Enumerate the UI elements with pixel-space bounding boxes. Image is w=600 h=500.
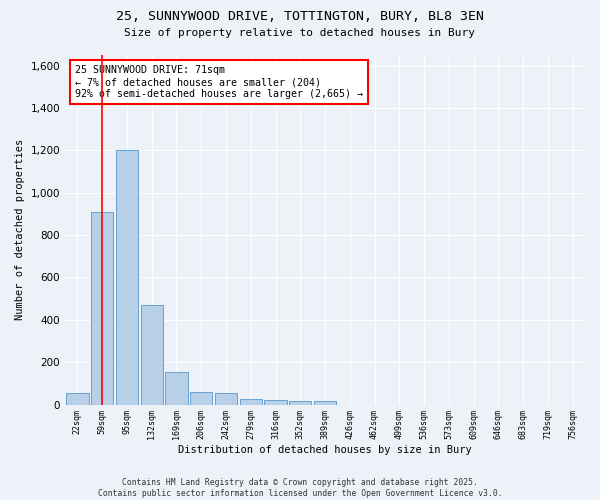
- Bar: [215, 393, 237, 404]
- X-axis label: Distribution of detached houses by size in Bury: Distribution of detached houses by size …: [178, 445, 472, 455]
- Bar: [265, 400, 287, 404]
- Bar: [116, 150, 138, 404]
- Bar: [140, 305, 163, 404]
- Text: Contains HM Land Registry data © Crown copyright and database right 2025.
Contai: Contains HM Land Registry data © Crown c…: [98, 478, 502, 498]
- Text: 25 SUNNYWOOD DRIVE: 71sqm
← 7% of detached houses are smaller (204)
92% of semi-: 25 SUNNYWOOD DRIVE: 71sqm ← 7% of detach…: [76, 66, 364, 98]
- Bar: [289, 402, 311, 404]
- Bar: [239, 398, 262, 404]
- Bar: [91, 212, 113, 404]
- Text: Size of property relative to detached houses in Bury: Size of property relative to detached ho…: [125, 28, 476, 38]
- Bar: [66, 393, 89, 404]
- Bar: [190, 392, 212, 404]
- Y-axis label: Number of detached properties: Number of detached properties: [15, 139, 25, 320]
- Bar: [314, 402, 336, 404]
- Text: 25, SUNNYWOOD DRIVE, TOTTINGTON, BURY, BL8 3EN: 25, SUNNYWOOD DRIVE, TOTTINGTON, BURY, B…: [116, 10, 484, 23]
- Bar: [166, 372, 188, 404]
